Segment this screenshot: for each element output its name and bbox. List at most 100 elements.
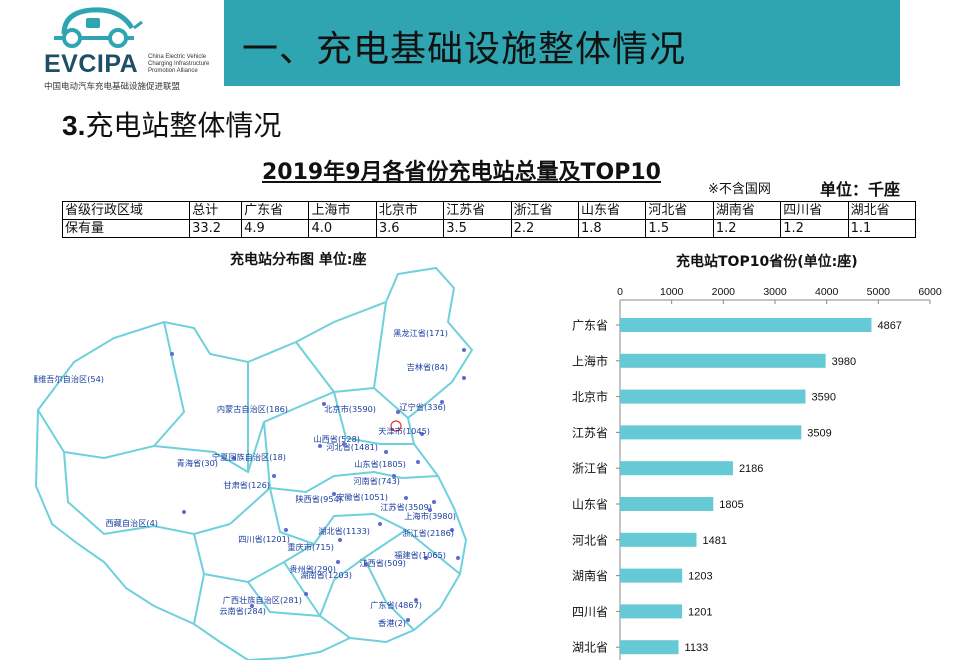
x-tick-label: 0 xyxy=(617,286,623,298)
category-label: 山东省 xyxy=(572,498,608,512)
x-tick-label: 1000 xyxy=(660,286,684,298)
map-dot xyxy=(378,522,382,526)
chart-title: 充电站TOP10省份(单位:座) xyxy=(676,254,858,270)
map-label: 湖南省(1203) xyxy=(300,570,352,580)
table-cell: 广东省 xyxy=(241,201,310,220)
map-dot xyxy=(424,556,428,560)
map-label: 江苏省(3509) xyxy=(380,502,432,512)
map-label: 湖北省(1133) xyxy=(318,526,370,536)
table-cell: 河北省 xyxy=(645,201,714,220)
data-label: 1133 xyxy=(685,642,709,654)
bar-山东省 xyxy=(620,497,714,511)
table-cell: 上海市 xyxy=(308,201,377,220)
map-label: 广东省(4867) xyxy=(370,600,422,610)
map-dot xyxy=(332,492,336,496)
table-cell: 1.2 xyxy=(780,219,849,238)
x-tick-label: 5000 xyxy=(867,286,891,298)
header-banner: 一、充电基础设施整体情况 xyxy=(224,0,900,86)
map-label: 甘肃省(126) xyxy=(223,480,270,490)
bar-四川省 xyxy=(620,604,683,619)
map-dot xyxy=(416,460,420,464)
map-dot xyxy=(232,456,236,460)
map-dot xyxy=(182,510,186,514)
map-label: 河南省(743) xyxy=(353,476,400,486)
capital-star-icon xyxy=(390,420,402,432)
table-cell: 省级行政区域 xyxy=(61,201,191,220)
map-dot xyxy=(404,496,408,500)
map-label: 黑龙江省(171) xyxy=(393,328,448,338)
map-label: 福建省(1065) xyxy=(394,550,446,560)
map-dot xyxy=(440,400,444,404)
table-cell: 33.2 xyxy=(189,219,243,238)
data-label: 1201 xyxy=(688,606,712,618)
bar-广东省 xyxy=(620,318,872,332)
map-label: 宁夏回族自治区(18) xyxy=(212,452,286,462)
map-outline xyxy=(34,266,474,660)
category-label: 江苏省 xyxy=(572,426,608,440)
data-label: 1203 xyxy=(688,571,712,583)
bar-湖北省 xyxy=(620,640,679,655)
data-label: 3980 xyxy=(832,356,856,368)
map-label: 新疆维吾尔自治区(54) xyxy=(34,374,104,384)
map-label: 陕西省(954) xyxy=(295,494,342,504)
map-dot xyxy=(414,598,418,602)
table-cell: 2.2 xyxy=(510,219,580,238)
summary-table: 省级行政区域 总计 广东省 上海市 北京市 江苏省 浙江省 山东省 河北省 湖南… xyxy=(61,201,917,238)
map-label: 青海省(30) xyxy=(177,458,218,468)
table-cell: 浙江省 xyxy=(510,201,580,220)
map-dot xyxy=(456,556,460,560)
category-label: 湖南省 xyxy=(572,568,608,583)
summary-value-row: 保有量 33.2 4.9 4.0 3.6 3.5 2.2 1.8 1.5 1.2… xyxy=(61,219,917,238)
map-dot xyxy=(406,618,410,622)
map-label: 香港(2) xyxy=(378,618,406,628)
china-charging-station-map: 新疆维吾尔自治区(54) 西藏自治区(4) 青海省(30) 甘肃省(126) 宁夏回族自… xyxy=(34,266,474,660)
data-label: 1805 xyxy=(719,499,743,511)
map-dot xyxy=(462,376,466,380)
table-cell: 江苏省 xyxy=(443,201,512,220)
category-label: 四川省 xyxy=(572,605,608,619)
bar-北京市 xyxy=(620,389,806,404)
map-label: 四川省(1201) xyxy=(238,534,290,544)
table-cell: 北京市 xyxy=(375,201,445,220)
map-label: 云南省(284) xyxy=(219,606,266,616)
map-dot xyxy=(284,528,288,532)
table-cell: 山东省 xyxy=(578,201,647,220)
map-dot xyxy=(420,432,424,436)
map-dot xyxy=(396,410,400,414)
bar-浙江省 xyxy=(620,461,733,476)
map-dot xyxy=(170,352,174,356)
map-dot xyxy=(392,474,396,478)
map-label: 贵州省(290) xyxy=(289,564,336,574)
table-cell: 4.9 xyxy=(241,219,310,238)
data-label: 3509 xyxy=(807,427,831,439)
data-label: 4867 xyxy=(877,320,901,332)
summary-unit: 单位：千座 xyxy=(820,180,901,199)
summary-note: ※不含国网 xyxy=(708,182,771,197)
map-dot xyxy=(428,508,432,512)
table-cell: 保有量 xyxy=(61,219,191,238)
bar-河北省 xyxy=(620,532,697,547)
category-label: 河北省 xyxy=(572,533,608,547)
table-cell: 1.2 xyxy=(712,219,782,238)
map-label: 安徽省(1051) xyxy=(336,492,388,502)
map-dot xyxy=(338,538,342,542)
map-dot xyxy=(272,474,276,478)
map-dot xyxy=(384,450,388,454)
map-dot xyxy=(364,562,368,566)
map-dot xyxy=(250,604,254,608)
map-dot xyxy=(462,348,466,352)
map-label: 河北省(1481) xyxy=(326,442,378,452)
map-label: 西藏自治区(4) xyxy=(105,518,158,528)
data-label: 1481 xyxy=(703,535,727,547)
map-label: 天津市(1045) xyxy=(378,426,430,436)
section-heading: 3.充电站整体情况 xyxy=(62,104,281,144)
map-label: 上海市(3980) xyxy=(404,511,456,521)
table-cell: 湖南省 xyxy=(712,201,782,220)
map-label: 山西省(528) xyxy=(313,434,360,444)
logo-english-name: China Electric Vehicle Charging Infrastr… xyxy=(148,54,210,74)
category-label: 上海市 xyxy=(572,353,608,368)
logo-chinese-name: 中国电动汽车充电基础设施促进联盟 xyxy=(44,82,181,92)
map-label: 山东省(1805) xyxy=(354,459,406,469)
map-label: 辽宁省(336) xyxy=(399,402,446,412)
map-labels: 新疆维吾尔自治区(54) 西藏自治区(4) 青海省(30) 甘肃省(126) 宁夏回族自… xyxy=(34,328,466,628)
